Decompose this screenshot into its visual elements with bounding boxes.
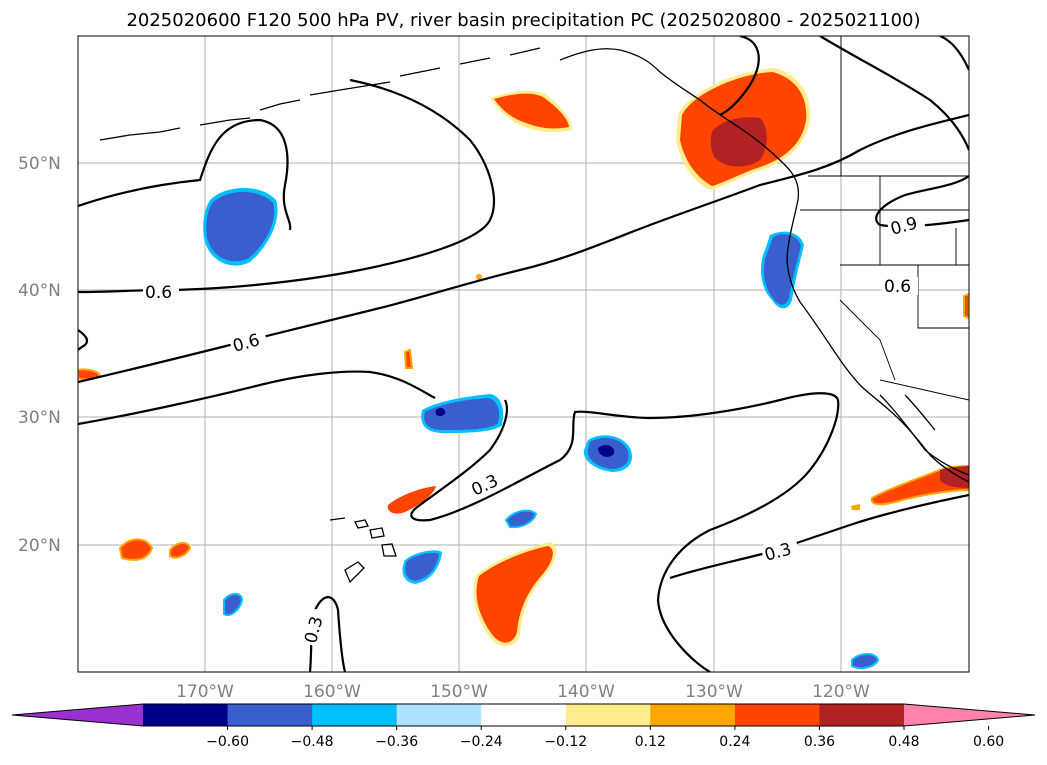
colorbar-tick-label: −0.12 bbox=[544, 734, 587, 750]
colorbar-segment bbox=[143, 704, 229, 726]
colorbar-segment bbox=[565, 704, 651, 726]
lat-label-20: 20°N bbox=[18, 536, 61, 556]
colorbar-segment bbox=[396, 704, 482, 726]
lon-label-140: 140°W bbox=[557, 682, 615, 702]
colorbar-extend-max bbox=[904, 704, 1035, 726]
precip-shading bbox=[78, 68, 969, 669]
longitude-labels: 170°W 160°W 150°W 140°W 130°W 120°W bbox=[176, 682, 870, 702]
colorbar: −0.60 −0.48 −0.36 −0.24 −0.12 0.12 0.24 0.36 0.4… bbox=[11, 703, 1036, 750]
colorbar-extend-min bbox=[12, 704, 143, 726]
shade-sc-red bbox=[476, 546, 553, 643]
shade-tiny-sw-orange bbox=[851, 504, 860, 510]
colorbar-tick-label: 0.48 bbox=[888, 734, 919, 750]
shade-right-edge-orange bbox=[963, 292, 969, 320]
shade-br-blue bbox=[851, 653, 880, 669]
latitude-labels: 50°N 40°N 30°N 20°N bbox=[18, 154, 61, 556]
lat-label-50: 50°N bbox=[18, 154, 61, 174]
colorbar-outline bbox=[11, 703, 1036, 727]
colorbar-tick-label: −0.24 bbox=[460, 734, 503, 750]
colorbar-tick-label: 0.60 bbox=[973, 734, 1004, 750]
shade-north-red bbox=[494, 93, 569, 129]
shade-tiny-yellow2 bbox=[476, 274, 482, 280]
shade-sw-orange1 bbox=[118, 538, 154, 561]
colorbar-segment bbox=[481, 704, 567, 726]
shade-tiny-yellow1 bbox=[403, 348, 414, 369]
shade-ec-dark bbox=[598, 445, 615, 457]
shade-pnw-darkred bbox=[710, 117, 767, 167]
shade-sw-orange2 bbox=[169, 542, 192, 559]
lon-label-160: 160°W bbox=[303, 682, 361, 702]
colorbar-segment bbox=[312, 704, 398, 726]
shade-small-blue2 bbox=[504, 509, 538, 529]
colorbar-segment bbox=[819, 704, 905, 726]
map-border bbox=[77, 35, 970, 673]
contour-label-1: 0.6 bbox=[145, 283, 172, 303]
colorbar-tick-label: −0.48 bbox=[291, 734, 334, 750]
map-title: 2025020600 F120 500 hPa PV, river basin … bbox=[126, 10, 921, 31]
shade-west-blue bbox=[206, 192, 275, 262]
shade-central-blue bbox=[424, 398, 500, 431]
coastlines bbox=[99, 47, 969, 584]
shade-hawaii-blue bbox=[405, 552, 439, 581]
contour-label-3: 0.6 bbox=[884, 277, 911, 297]
shade-hawaii-orange bbox=[387, 486, 436, 514]
lat-label-30: 30°N bbox=[18, 408, 61, 428]
colorbar-segment bbox=[227, 704, 313, 726]
colorbar-segment bbox=[734, 704, 820, 726]
shade-cal-blue bbox=[763, 234, 801, 305]
lat-label-40: 40°N bbox=[18, 281, 61, 301]
colorbar-tick-label: 0.24 bbox=[719, 734, 750, 750]
lon-label-150: 150°W bbox=[430, 682, 488, 702]
lon-label-170: 170°W bbox=[176, 682, 234, 702]
lon-label-130: 130°W bbox=[685, 682, 743, 702]
colorbar-tick-label: 0.12 bbox=[635, 734, 666, 750]
shade-sw-blue bbox=[223, 593, 244, 616]
shade-central-dark bbox=[435, 407, 446, 417]
lon-label-120: 120°W bbox=[812, 682, 870, 702]
colorbar-tick-label: −0.36 bbox=[375, 734, 418, 750]
colorbar-tick-label: 0.36 bbox=[804, 734, 835, 750]
colorbar-tick-label: −0.60 bbox=[206, 734, 249, 750]
colorbar-segment bbox=[650, 704, 736, 726]
